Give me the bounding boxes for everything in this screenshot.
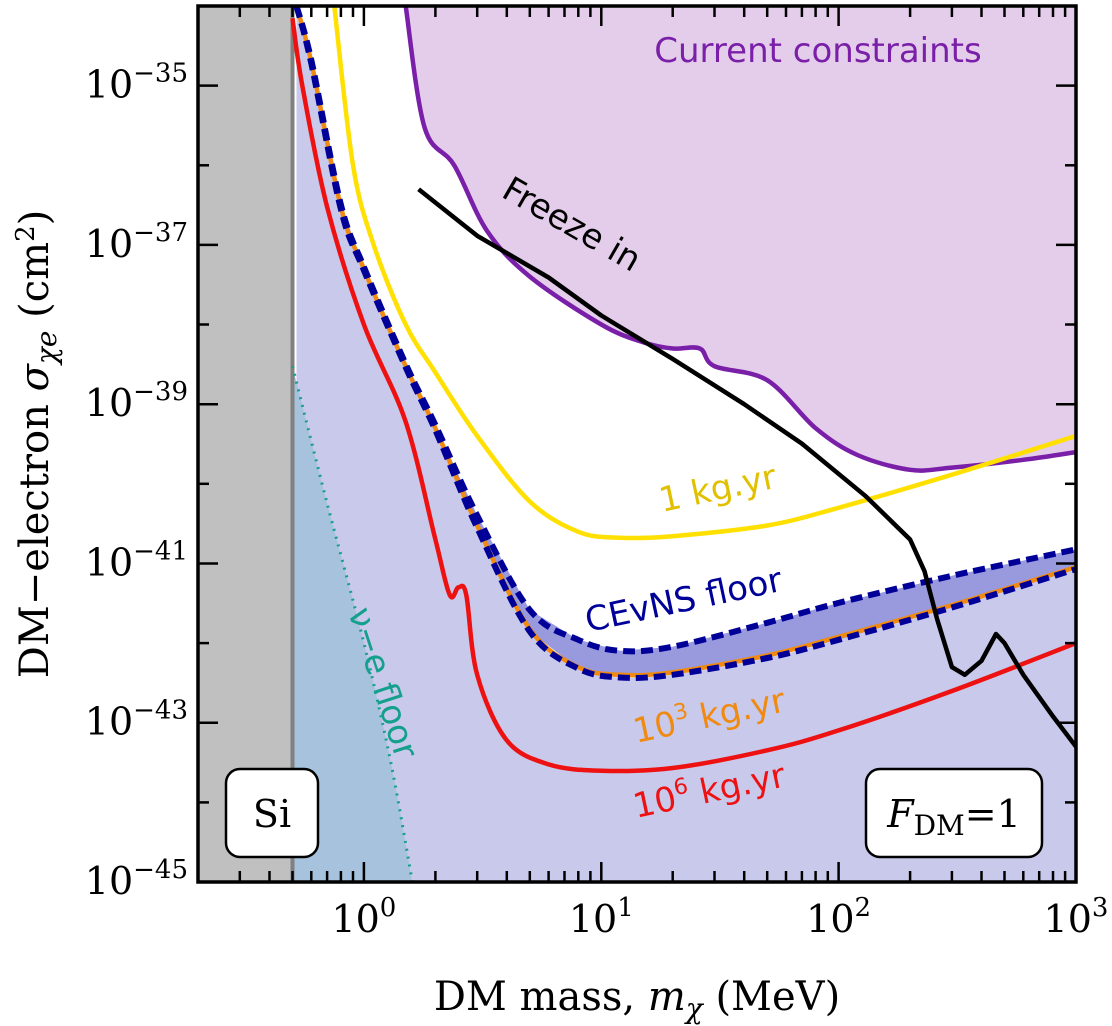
x-tick-label: 102 (806, 893, 871, 941)
si-label: Si (253, 792, 291, 836)
si-label-box: Si (224, 767, 320, 859)
current-constraints-line (403, 6, 1076, 473)
plot-frame (196, 4, 1078, 884)
cevns-floor-lower-line (293, 6, 1076, 681)
x-tick-label: 100 (331, 893, 396, 941)
si-threshold-region (198, 6, 293, 882)
current-constraints-region (405, 6, 1076, 471)
tick-labels: 100 101 102 103 10−35 10−37 10−39 10−41 10−43 10−… (85, 59, 1109, 941)
y-axis-title: DM−electron σχe (cm2) (11, 210, 63, 679)
x-axis-title: DM mass, mχ (MeV) (434, 974, 840, 1025)
freeze-in-line (417, 187, 1076, 749)
y-tick-label: 10−35 (85, 59, 188, 107)
fdm-label-box: FDM=1 (864, 767, 1044, 859)
ticks-layer (196, 4, 1078, 884)
x-tick-label: 103 (1044, 893, 1109, 941)
y-tick-label: 10−41 (85, 537, 188, 585)
series-layer (290, 6, 1076, 882)
label-current-constraints: Current constraints (654, 31, 981, 71)
x-tick-label: 101 (569, 893, 634, 941)
exposure-1e6-kg-yr-line (290, 17, 1076, 774)
exposure-1-kg-yr-line (332, 6, 1076, 541)
nu-e-floor-region (292, 366, 413, 882)
y-tick-label: 10−43 (85, 696, 188, 744)
y-tick-label: 10−39 (85, 377, 188, 425)
floor-excluded-region (296, 6, 1076, 882)
plot-area (198, 6, 1076, 882)
fdm-label: FDM=1 (886, 792, 1021, 842)
nu-e-floor-line (291, 365, 414, 882)
y-tick-label: 10−37 (85, 218, 188, 266)
y-tick-label: 10−45 (85, 855, 188, 903)
